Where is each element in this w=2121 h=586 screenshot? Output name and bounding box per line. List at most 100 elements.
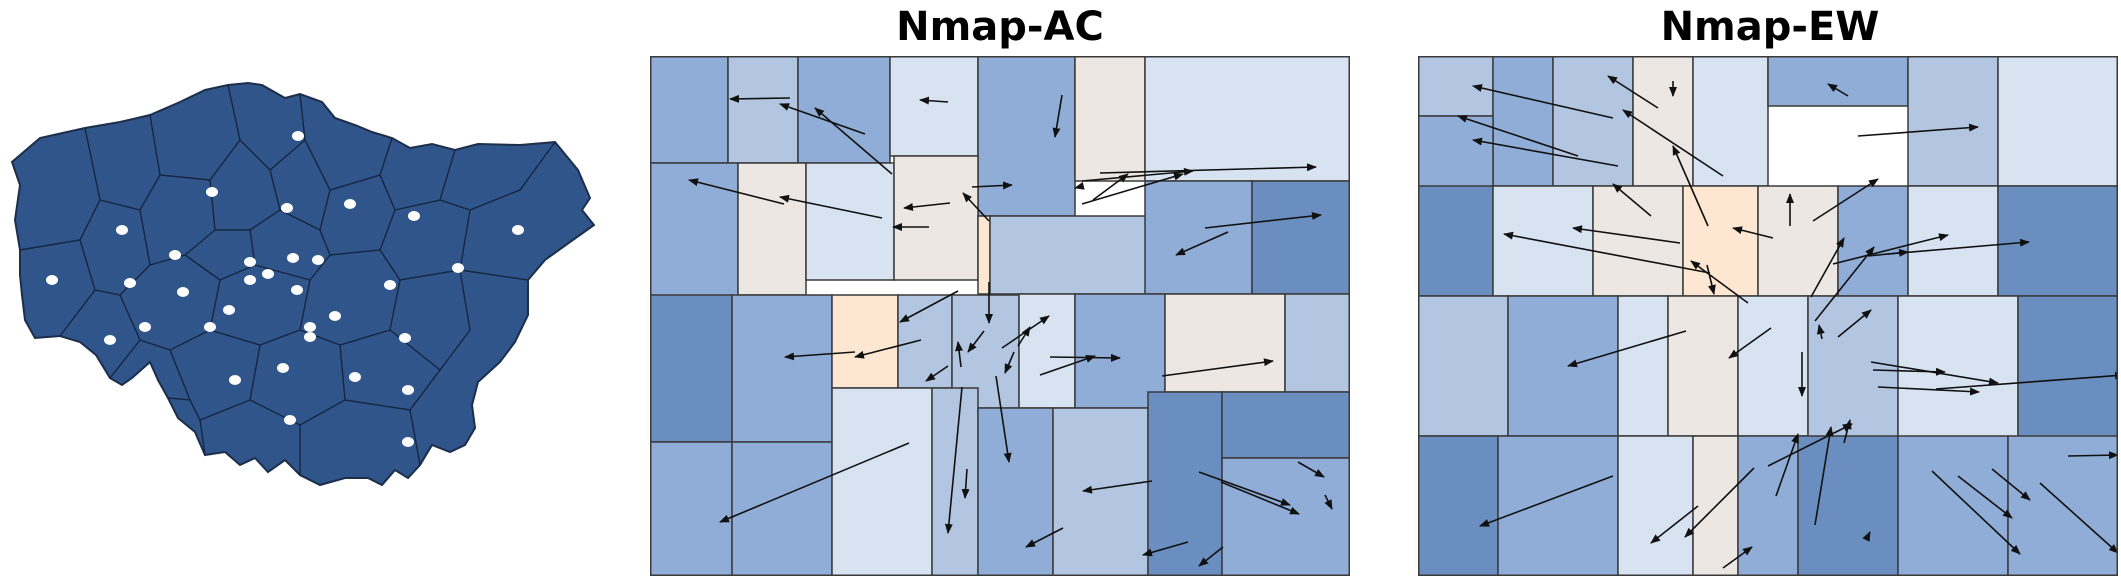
nmap-cell [831, 294, 899, 389]
displacement-arrow-icon [814, 107, 893, 175]
district-dot-icon [124, 278, 136, 288]
district-dot-icon [287, 253, 299, 263]
nmap-cell [1418, 56, 1494, 117]
district-dot-icon [116, 225, 128, 235]
district-dot-icon [239, 493, 251, 503]
nmap-ac-chart [650, 56, 1350, 576]
nmap-cell [1907, 56, 1999, 187]
displacement-arrow-icon [1832, 233, 1949, 265]
displacement-arrow-icon [1870, 361, 1999, 386]
nmap-cell [805, 162, 895, 281]
displacement-arrow-icon [1204, 212, 1322, 229]
district-dot-icon [344, 199, 356, 209]
displacement-arrow-icon [1081, 172, 1184, 205]
nmap-cell [977, 407, 1054, 576]
displacement-arrow-icon [1297, 461, 1325, 478]
nmap-cell [931, 387, 979, 576]
displacement-arrow-icon [1612, 183, 1652, 217]
nmap-cell [897, 294, 953, 389]
nmap-cell [1757, 185, 1839, 297]
nmap-cell [650, 294, 733, 443]
displacement-arrow-icon [955, 341, 964, 368]
nmap-cell [1144, 56, 1350, 182]
nmap-cell [2017, 295, 2118, 447]
nmap-cell [1492, 56, 1554, 187]
displacement-arrow-icon [1722, 546, 1753, 569]
displacement-arrow-icon [1082, 480, 1153, 494]
displacement-arrow-icon [1039, 355, 1096, 376]
nmap-cell [1767, 56, 1909, 107]
displacement-arrow-icon [2039, 482, 2118, 554]
nmap-cell [650, 441, 733, 576]
district-dot-icon [46, 275, 58, 285]
nmap-frame [1418, 56, 2118, 576]
district-dot-icon [223, 305, 235, 315]
nmap-cell [731, 441, 833, 576]
nmap-cell [1251, 180, 1350, 295]
displacement-arrow-icon [1049, 353, 1121, 362]
district-dot-icon [399, 333, 411, 343]
nmap-cell [650, 56, 729, 164]
displacement-arrow-icon [1001, 315, 1050, 349]
nmap-cell [1617, 295, 1669, 437]
displacement-arrow-icon [1092, 173, 1129, 201]
nmap-cell [1897, 435, 2009, 576]
displacement-arrow-icon [919, 96, 949, 105]
nmap-cell [1552, 56, 1634, 187]
nmap-cell [1284, 293, 1350, 393]
district-dot-icon [292, 131, 304, 141]
displacement-arrow-icon [1814, 426, 1834, 526]
displacement-arrow-icon [971, 181, 1013, 190]
nmap-cell [1164, 293, 1286, 393]
displacement-arrow-icon [995, 375, 1012, 463]
borough-boundaries [19, 84, 556, 475]
displacement-arrow-icon [1812, 178, 1879, 222]
nmap-cell [1074, 56, 1146, 182]
nmap-cell [731, 294, 833, 443]
nmap-cell [893, 155, 979, 281]
nmap-cell [1052, 407, 1149, 576]
displacement-arrow-icon [1081, 167, 1194, 182]
map-outline [10, 81, 596, 487]
displacement-arrow-icon [1052, 94, 1063, 138]
nmap-ac-cells [650, 56, 1350, 576]
district-dot-icon [229, 375, 241, 385]
nmap-cell [1667, 295, 1739, 437]
displacement-arrow-icon [1857, 123, 1979, 137]
nmap-cell [1737, 295, 1809, 437]
displacement-arrow-icon [1767, 423, 1853, 467]
nmap-cell [1632, 56, 1694, 187]
displacement-arrow-icon [854, 339, 922, 359]
district-dot-icon [104, 335, 116, 345]
nmap-cell [1797, 435, 1899, 576]
nmap-cell [1997, 185, 2118, 297]
nmap-cell [1418, 185, 1494, 297]
nmap-cell [1147, 391, 1223, 576]
displacement-arrow-icon [1690, 260, 1749, 304]
displacement-arrow-icon [1814, 246, 1875, 322]
displacement-arrow-icon [1816, 324, 1825, 340]
displacement-arrow-icon [1503, 231, 1711, 274]
displacement-arrow-icon [944, 386, 963, 534]
district-dot-icon [244, 257, 256, 267]
district-dot-icon [304, 332, 316, 342]
displacement-arrow-icon [903, 202, 951, 212]
displacement-arrow-icon [1074, 181, 1085, 190]
displacement-arrow-icon [1142, 541, 1189, 557]
district-dot-icon [177, 287, 189, 297]
displacement-arrow-icon [1837, 309, 1872, 338]
displacement-arrow-icon [1622, 109, 1724, 177]
displacement-arrow-icon [779, 194, 883, 219]
displacement-arrow-icon [1706, 264, 1716, 295]
london-boroughs-map [10, 81, 596, 503]
displacement-arrow-icon [962, 192, 990, 222]
nmap-ew-chart [1418, 56, 2118, 576]
nmap-ac-title: Nmap-AC [896, 4, 1104, 50]
nmap-cell [1221, 457, 1350, 576]
nmap-cell [1144, 180, 1253, 295]
displacement-arrow-icon [1810, 237, 1845, 298]
district-dot-icon [169, 250, 181, 260]
district-dot-icon [159, 453, 171, 463]
displacement-arrow-icon [925, 365, 949, 382]
displacement-arrow-icon [688, 178, 785, 205]
